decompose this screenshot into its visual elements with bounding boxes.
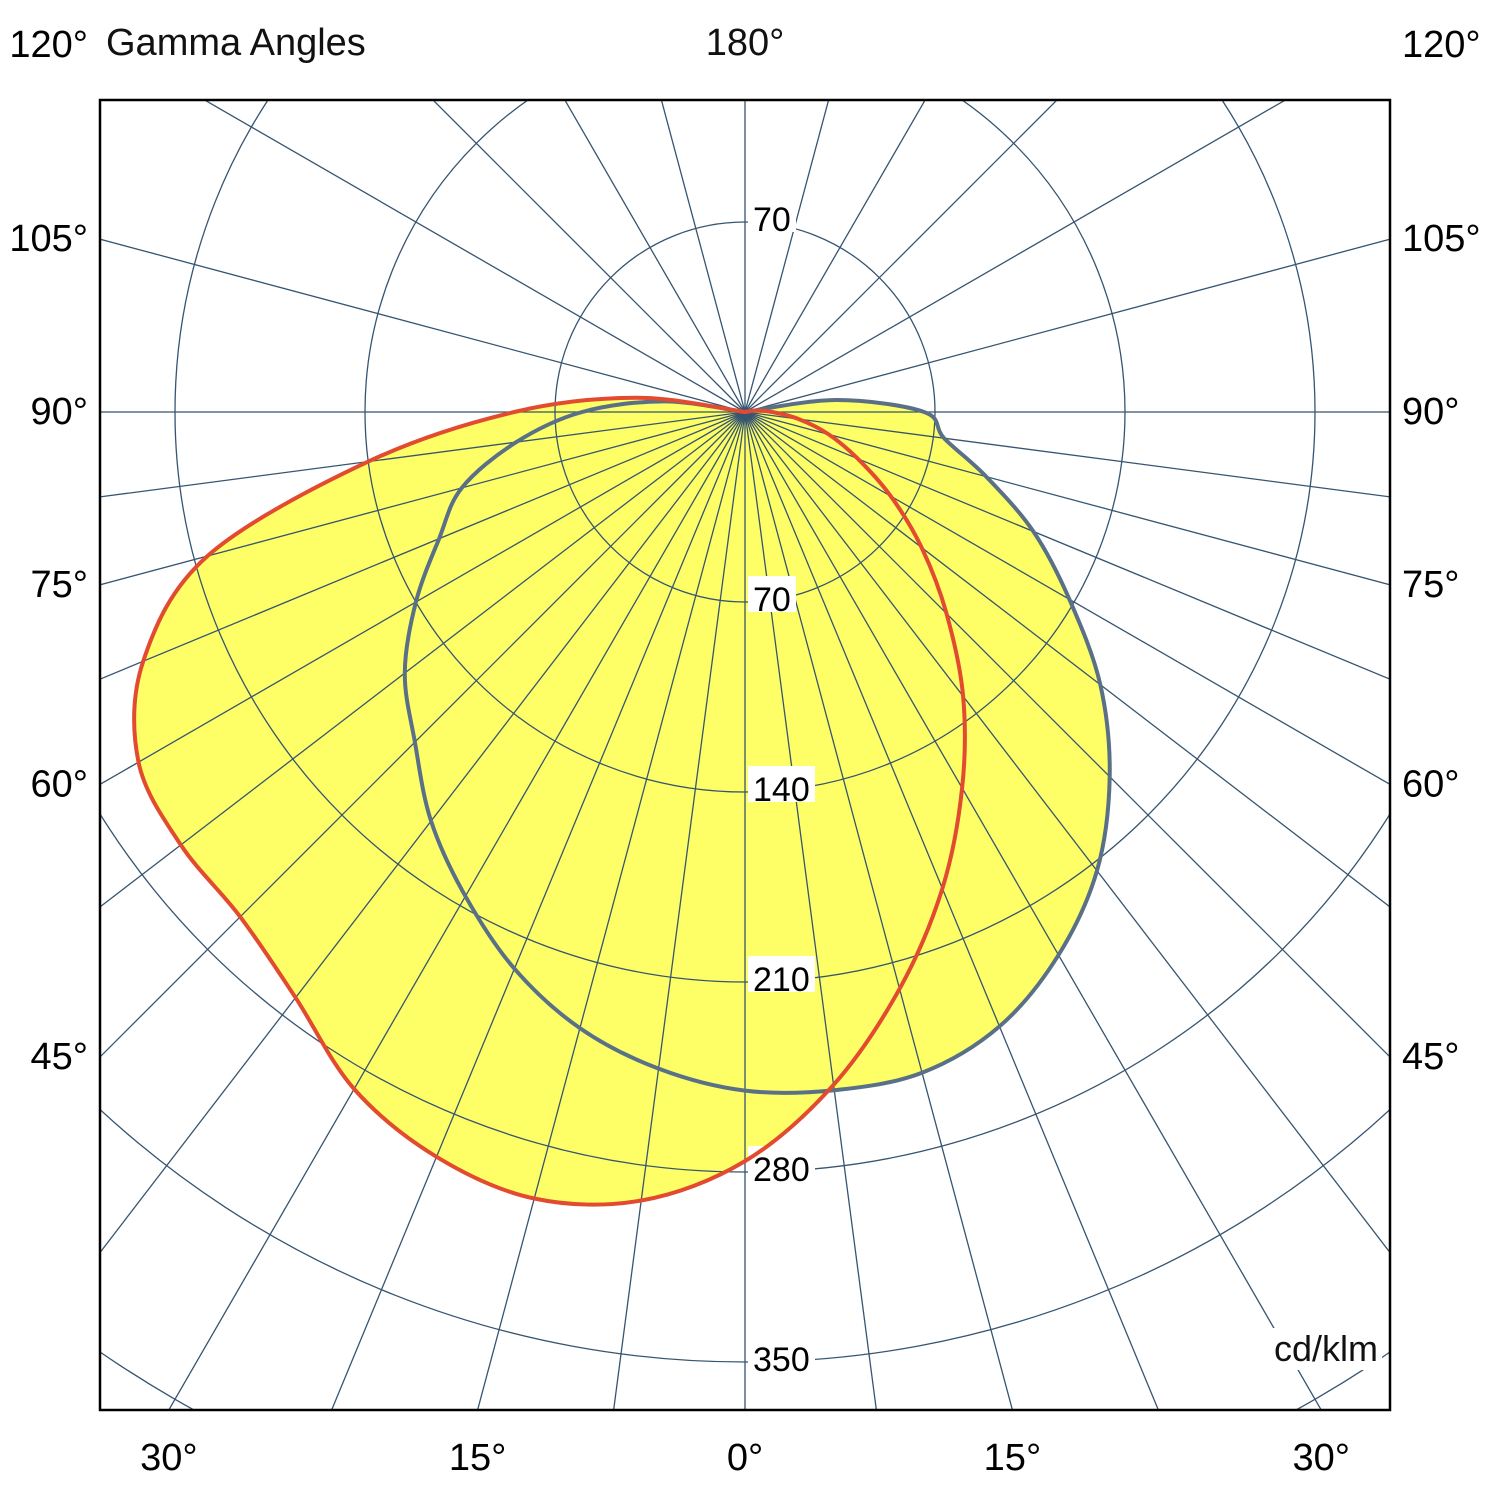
gamma-ray--15 (476, 411, 746, 1410)
gamma-ray--30 (168, 411, 746, 1410)
angle-label-left-90: 90° (31, 391, 88, 433)
gamma-ray--7.5 (612, 411, 746, 1410)
angle-label-right-75: 75° (1402, 564, 1459, 606)
gamma-ray--75 (100, 411, 746, 586)
gamma-ray--45 (100, 411, 746, 1058)
ring-labels: 70 70 140 210 280 350 (748, 195, 815, 1379)
gamma-ray-120 (744, 100, 1287, 413)
ring-label-backing (748, 766, 815, 803)
angle-label-bottom-0: 0° (727, 1437, 763, 1479)
angle-label-left-45: 45° (31, 1036, 88, 1078)
angle-label-bottom--15: 15° (449, 1437, 506, 1479)
gamma-ray--67.5 (100, 411, 746, 680)
gamma-ray-45 (744, 411, 1390, 1058)
angle-labels: 120° 120° 105° 105° 90° 90° 75° 75° 60° 60° 45° 45°… (9, 24, 1480, 1479)
angle-label-left-105: 105° (9, 218, 88, 260)
gamma-ray-52.5 (744, 411, 1390, 908)
gamma-ray-67.5 (744, 411, 1390, 680)
angle-label-left-60: 60° (31, 763, 88, 805)
beam-area-fill (134, 397, 1110, 1205)
ring-label-backing (748, 195, 796, 232)
angle-label-left-75: 75° (31, 564, 88, 606)
gamma-ray--105 (100, 238, 746, 413)
ring-label-backing (748, 956, 815, 993)
angle-label-right-60: 60° (1402, 763, 1459, 805)
gamma-ray-135 (744, 100, 1058, 413)
angle-label-bottom-30: 30° (1292, 1437, 1349, 1479)
gamma-ray-150 (744, 100, 926, 413)
angle-label-right-105: 105° (1402, 218, 1481, 260)
gamma-ray--150 (564, 100, 746, 413)
gamma-ray--135 (432, 100, 746, 413)
gamma-ray-15 (744, 411, 1014, 1410)
unit-label: cd/klm (1269, 1328, 1382, 1370)
ring-label-280: 280 (753, 1151, 810, 1189)
plot-border (98, 98, 1392, 1412)
gamma-ray--37.5 (100, 411, 746, 1254)
gamma-ray-105 (744, 238, 1390, 413)
gamma-ray--60 (100, 411, 746, 786)
angle-label-bottom--30: 30° (140, 1437, 197, 1479)
gamma-ray-30 (744, 411, 1322, 1410)
angle-label-180: 180° (705, 22, 785, 64)
gamma-ray--120 (203, 100, 746, 413)
gamma-ray-22.5 (744, 411, 1160, 1410)
gamma-ray--165 (660, 100, 746, 413)
angle-label-right-120: 120° (1402, 24, 1481, 66)
gamma-ray-37.5 (744, 411, 1390, 1254)
intensity-curves (132, 395, 1112, 1207)
ring-label-backing (748, 576, 796, 613)
gamma-ray-82.5 (744, 411, 1390, 498)
gamma-ray--82.5 (100, 411, 746, 498)
ring-label-210: 210 (753, 961, 810, 999)
gamma-ray-60 (744, 411, 1390, 786)
ring-label-70: 70 (753, 201, 791, 239)
ring-label-140: 140 (753, 771, 810, 809)
angle-label-right-90: 90° (1402, 391, 1459, 433)
gamma-ray--22.5 (330, 411, 746, 1410)
red-curve (132, 395, 967, 1207)
gamma-ray-7.5 (744, 411, 878, 1410)
gamma-ray-165 (744, 100, 830, 413)
ring-label-350: 350 (753, 1341, 810, 1379)
gamma-ray-75 (744, 411, 1390, 586)
angle-label-left-120: 120° (9, 24, 88, 66)
angle-label-right-45: 45° (1402, 1036, 1459, 1078)
angle-label-bottom-15: 15° (984, 1437, 1041, 1479)
gamma-ray--52.5 (100, 411, 746, 908)
chart-title: Gamma Angles (106, 22, 366, 64)
ring-label-backing (748, 1336, 815, 1373)
ring-label-70: 70 (753, 581, 791, 619)
blue-curve (402, 398, 1112, 1095)
